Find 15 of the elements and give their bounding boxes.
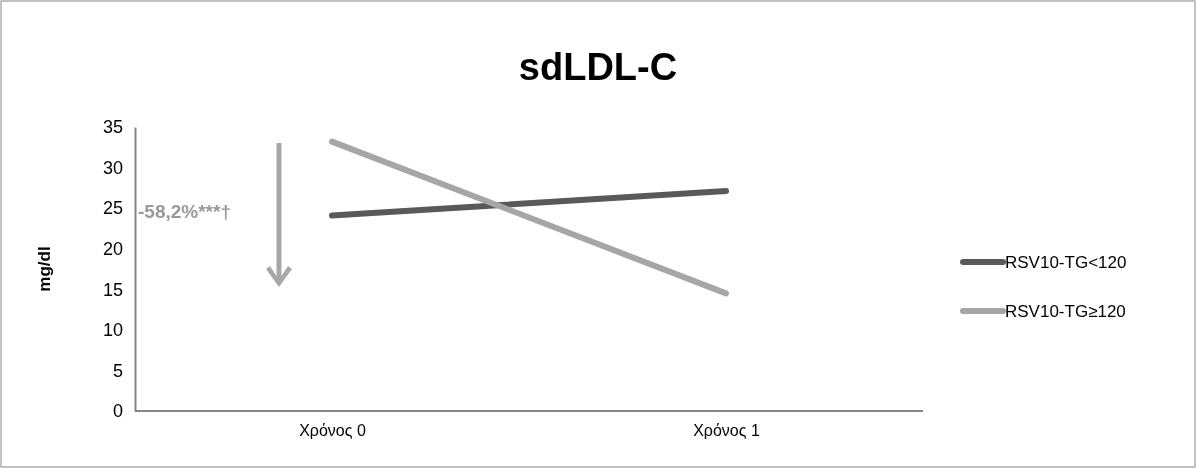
y-tick-label: 5 [112, 360, 123, 381]
y-axis-title: mg/dl [35, 246, 54, 292]
chart-title: sdLDL-C [518, 46, 678, 88]
y-tick-label: 10 [102, 320, 123, 341]
x-tick-label: Χρόνος 0 [299, 422, 366, 440]
y-tick-label: 25 [102, 198, 123, 219]
y-tick-label: 20 [102, 238, 123, 259]
x-tick-label: Χρόνος 1 [693, 422, 760, 440]
y-tick-label: 15 [102, 279, 123, 300]
y-tick-label: 0 [112, 401, 123, 422]
legend-label: RSV10-TG<120 [1005, 253, 1127, 272]
legend-label: RSV10-TG≥120 [1005, 302, 1126, 321]
y-tick-label: 35 [102, 117, 123, 138]
y-tick-label: 30 [102, 157, 123, 178]
annotation: -58,2%***† [138, 201, 231, 222]
